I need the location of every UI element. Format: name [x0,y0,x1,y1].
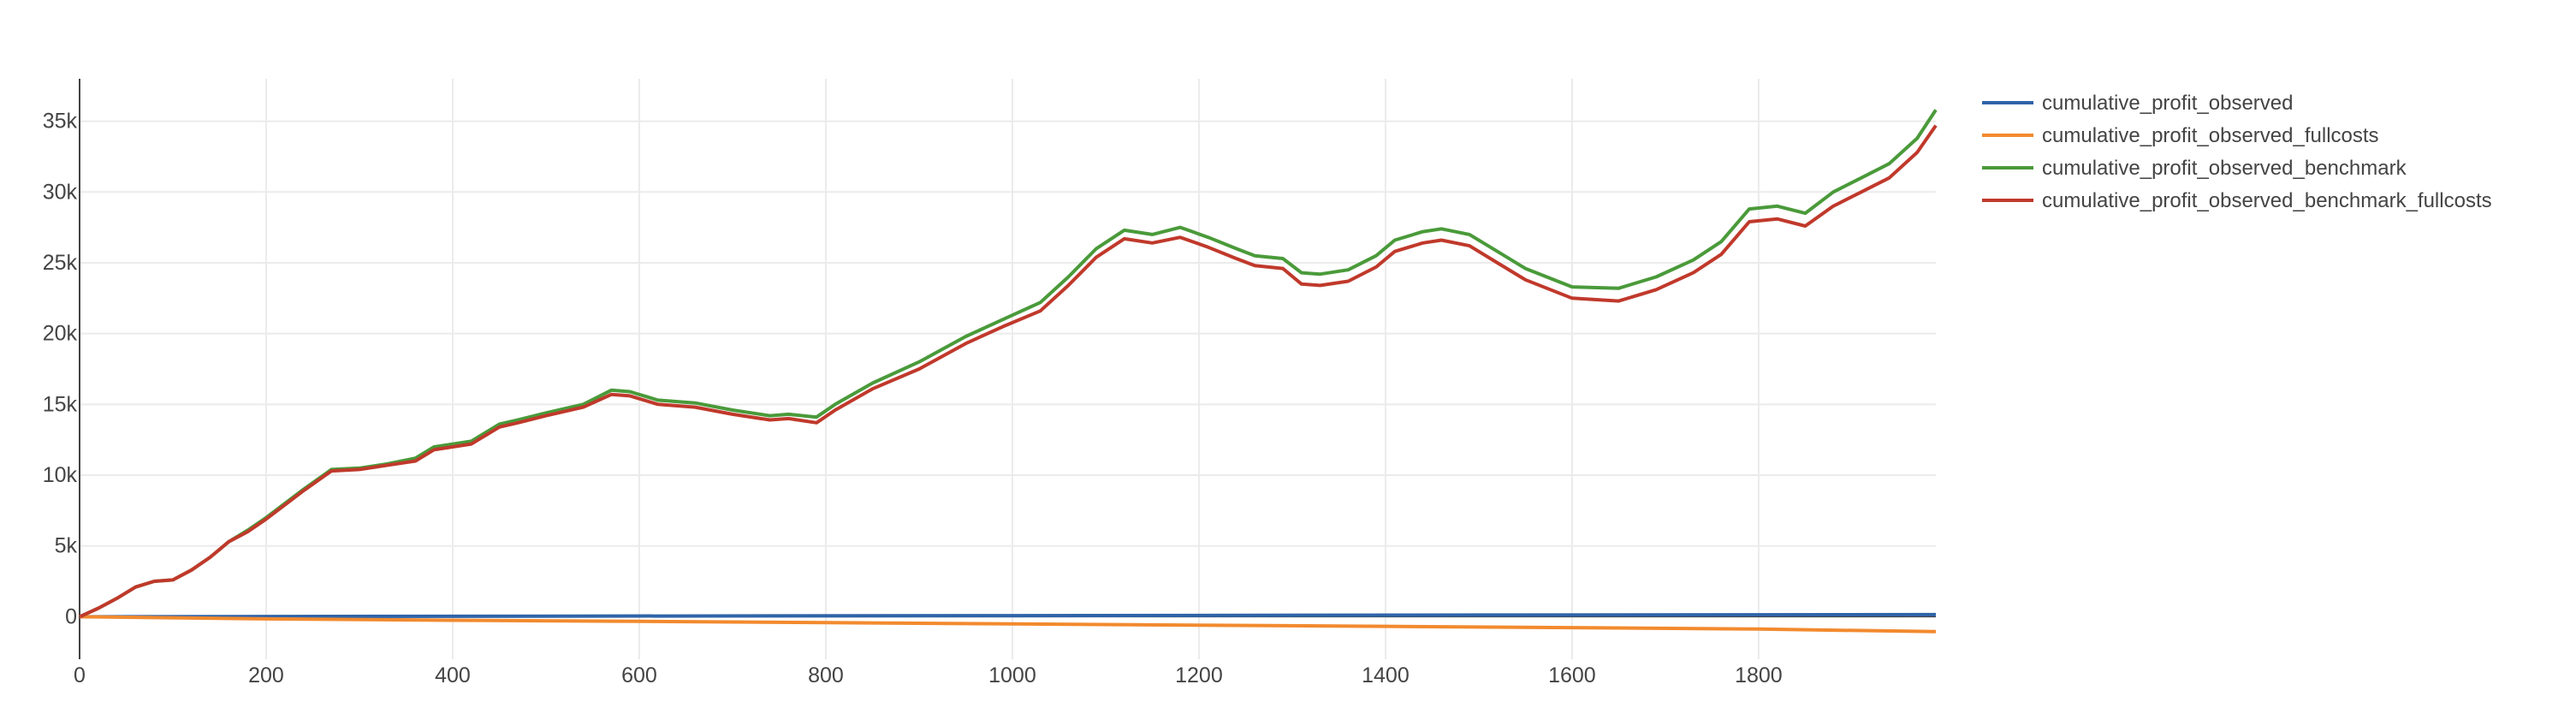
series-line-4 [79,124,1938,619]
legend-label[interactable]: cumulative_profit_observed_benchmark_ful… [2042,189,2492,212]
series-lines [79,109,1938,634]
y-tick-label: 0 [65,604,77,628]
x-tick-label: 0 [74,663,86,687]
y-tick-label: 20k [43,322,78,346]
x-tick-label: 1200 [1175,663,1223,687]
y-tick-label: 30k [43,180,78,204]
series-line-2 [79,615,1937,634]
series-line-1 [79,612,1937,619]
legend-label[interactable]: cumulative_profit_observed_benchmark [2042,157,2407,180]
legend: cumulative_profit_observed cumulative_pro… [1982,92,2492,212]
x-tick-label: 1800 [1735,663,1783,687]
x-tick-label: 600 [621,663,657,687]
x-tick-label: 800 [808,663,844,687]
axes: 0 200 400 600 800 1000 1200 1400 1600 1800 0 5k 10k 1… [43,79,1783,687]
y-tick-label: 15k [43,392,78,416]
y-tick-label: 35k [43,110,78,134]
x-tick-label: 1600 [1548,663,1596,687]
x-tick-label: 1000 [988,663,1036,687]
y-tick-label: 10k [43,463,78,487]
y-tick-label: 5k [55,534,78,558]
x-tick-label: 200 [248,663,284,687]
legend-label[interactable]: cumulative_profit_observed [2042,92,2294,115]
legend-label[interactable]: cumulative_profit_observed_fullcosts [2042,124,2379,147]
y-tick-label: 25k [43,251,78,275]
series-line-3 [79,109,1938,619]
x-tick-label: 1400 [1362,663,1410,687]
x-tick-label: 400 [435,663,471,687]
grid-lines [80,79,1936,659]
